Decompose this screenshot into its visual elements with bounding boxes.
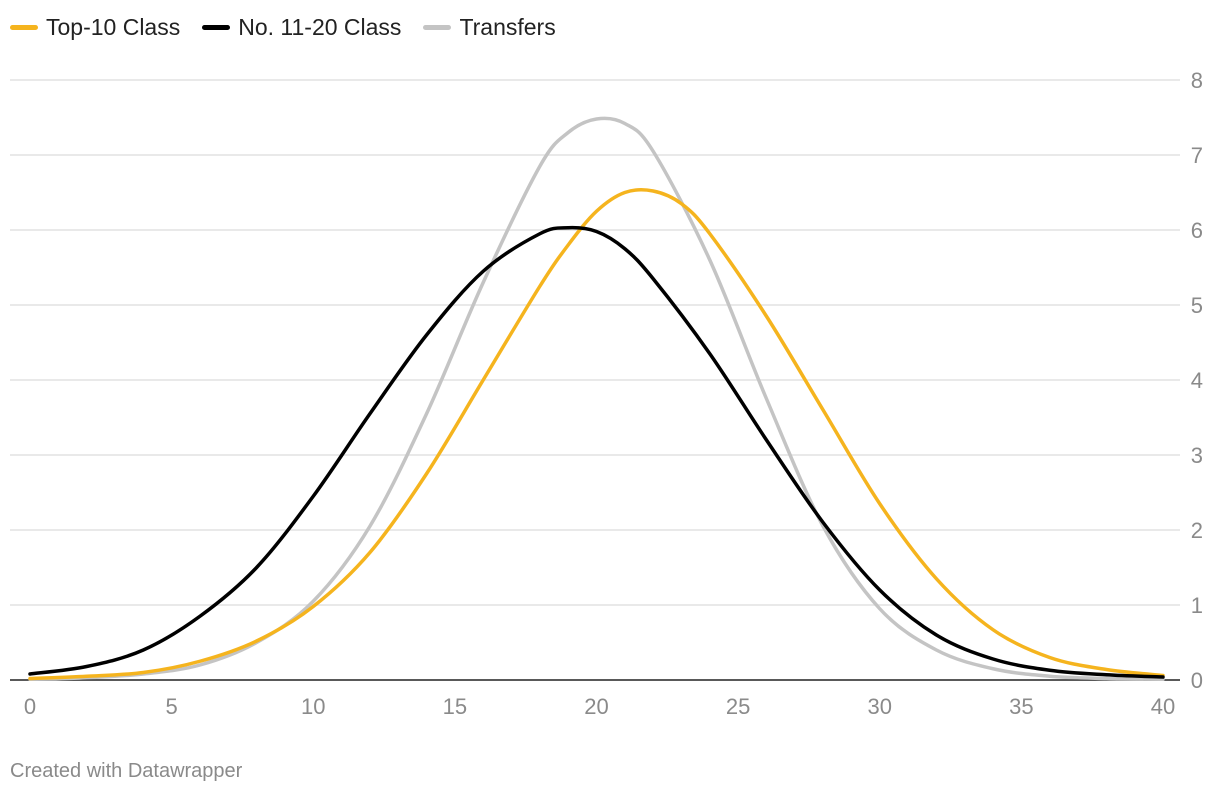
legend-label-11-20: No. 11-20 Class [238, 14, 402, 40]
legend-item-transfers[interactable]: Transfers [423, 14, 556, 41]
legend-swatch-top10 [10, 25, 38, 30]
x-tick-label-0: 0 [24, 694, 36, 719]
chart-legend: Top-10 Class No. 11-20 Class Transfers [10, 14, 578, 41]
legend-item-top10[interactable]: Top-10 Class [10, 14, 180, 41]
x-tick-label-15: 15 [443, 694, 467, 719]
credit-text: Created with Datawrapper [10, 760, 243, 782]
x-tick-label-5: 5 [166, 694, 178, 719]
x-tick-label-25: 25 [726, 694, 750, 719]
legend-swatch-transfers [423, 25, 452, 30]
x-tick-label-30: 30 [868, 694, 892, 719]
legend-label-top10: Top-10 Class [46, 14, 181, 40]
y-tick-label-4: 4 [1191, 368, 1203, 393]
line-chart: 0 1 2 3 4 5 6 7 8 0 5 10 15 20 25 30 35 40 [10, 68, 1203, 719]
y-tick-label-6: 6 [1191, 218, 1203, 243]
y-tick-label-1: 1 [1191, 593, 1203, 618]
y-tick-label-2: 2 [1191, 518, 1203, 543]
x-tick-label-35: 35 [1009, 694, 1033, 719]
legend-swatch-11-20 [202, 25, 231, 30]
x-tick-labels: 0 5 10 15 20 25 30 35 40 [24, 694, 1175, 719]
y-tick-label-8: 8 [1191, 68, 1203, 93]
series-line-top10[interactable] [28, 188, 1165, 681]
y-tick-label-0: 0 [1191, 668, 1203, 693]
series-lines [28, 116, 1165, 681]
x-tick-label-40: 40 [1151, 694, 1175, 719]
x-tick-label-10: 10 [301, 694, 325, 719]
gridlines [10, 79, 1180, 606]
x-tick-label-20: 20 [584, 694, 608, 719]
y-tick-label-7: 7 [1191, 143, 1203, 168]
legend-label-transfers: Transfers [459, 14, 556, 40]
y-tick-label-3: 3 [1191, 443, 1203, 468]
y-tick-labels: 0 1 2 3 4 5 6 7 8 [1191, 68, 1203, 693]
series-line-11-20[interactable] [28, 225, 1165, 679]
series-line-transfers[interactable] [28, 116, 1165, 681]
legend-item-11-20[interactable]: No. 11-20 Class [202, 14, 401, 41]
y-tick-label-5: 5 [1191, 293, 1203, 318]
